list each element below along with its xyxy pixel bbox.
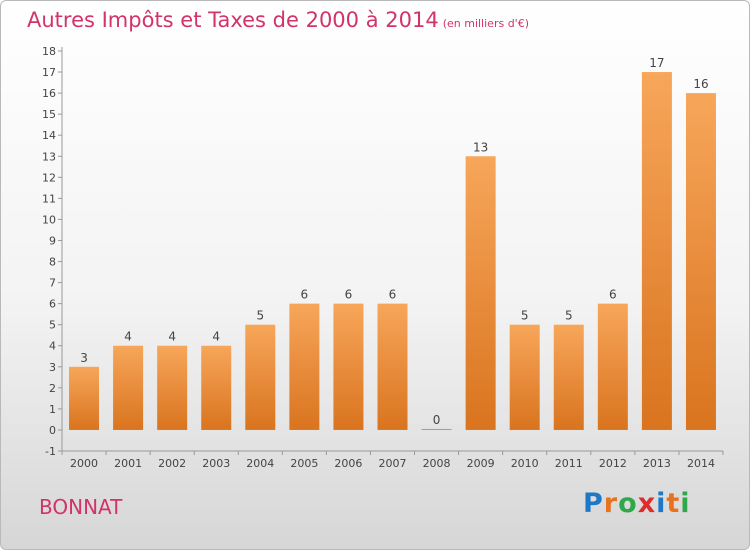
bar-2013 <box>641 72 672 430</box>
x-tick-label-2000: 2000 <box>70 457 98 470</box>
y-tick-label: 0 <box>49 424 56 437</box>
value-label-2002: 4 <box>168 330 176 344</box>
logo-letter: P <box>583 488 604 519</box>
y-tick-label: 13 <box>42 150 56 163</box>
x-tick-label-2009: 2009 <box>467 457 495 470</box>
y-tick-label: 17 <box>42 66 56 79</box>
y-tick-label: 11 <box>42 192 56 205</box>
bar-2005 <box>289 303 320 430</box>
y-tick-label: 6 <box>49 298 56 311</box>
x-tick-label-2003: 2003 <box>202 457 230 470</box>
x-tick-label-2010: 2010 <box>511 457 539 470</box>
unit-label: (en milliers d'€) <box>442 17 529 30</box>
value-label-2006: 6 <box>345 288 353 302</box>
x-tick-label-2011: 2011 <box>555 457 583 470</box>
y-tick-label: 12 <box>42 171 56 184</box>
bar-2004 <box>245 324 276 430</box>
y-tick-label: 15 <box>42 108 56 121</box>
value-label-2013: 17 <box>649 56 664 70</box>
value-label-2011: 5 <box>565 309 573 323</box>
value-label-2009: 13 <box>473 140 488 154</box>
bar-2007 <box>377 303 408 430</box>
y-tick-label: 16 <box>42 87 56 100</box>
y-tick-label: 18 <box>42 45 56 58</box>
value-label-2010: 5 <box>521 309 529 323</box>
value-label-2004: 5 <box>256 309 264 323</box>
y-tick-label: 9 <box>49 234 56 247</box>
logo-letter: x <box>637 488 657 519</box>
proxiti-logo: Proxiti <box>583 488 691 519</box>
chart-title: Autres Impôts et Taxes de 2000 à 2014 (en… <box>27 8 529 32</box>
x-tick-label-2007: 2007 <box>379 457 407 470</box>
y-tick-label: 3 <box>49 361 56 374</box>
x-tick-label-2014: 2014 <box>687 457 715 470</box>
bar-2003 <box>201 345 232 430</box>
value-label-2001: 4 <box>124 330 132 344</box>
y-tick-label: 5 <box>49 319 56 332</box>
x-tick-label-2013: 2013 <box>643 457 671 470</box>
y-tick-label: 14 <box>42 129 56 142</box>
logo-letter: r <box>603 488 619 519</box>
bar-2001 <box>113 345 144 430</box>
bar-2000 <box>69 366 100 430</box>
x-tick-label-2004: 2004 <box>246 457 274 470</box>
bar-2009 <box>465 156 496 430</box>
y-tick-label: 4 <box>49 340 56 353</box>
title-text: Autres Impôts et Taxes de 2000 à 2014 <box>27 8 439 32</box>
value-label-2005: 6 <box>301 288 309 302</box>
logo-letter: i <box>680 488 691 519</box>
y-tick-label: -1 <box>45 445 56 458</box>
value-label-2003: 4 <box>212 330 220 344</box>
bar-2012 <box>597 303 628 430</box>
bar-2002 <box>157 345 188 430</box>
x-tick-label-2012: 2012 <box>599 457 627 470</box>
value-label-2000: 3 <box>80 351 88 365</box>
x-tick-label-2001: 2001 <box>114 457 142 470</box>
bar-2006 <box>333 303 364 430</box>
y-tick-label: 1 <box>49 403 56 416</box>
y-tick-label: 7 <box>49 277 56 290</box>
y-tick-label: 2 <box>49 382 56 395</box>
x-tick-label-2002: 2002 <box>158 457 186 470</box>
y-tick-label: 10 <box>42 213 56 226</box>
bar-2014 <box>685 93 716 430</box>
y-tick-label: 8 <box>49 256 56 269</box>
x-tick-label-2006: 2006 <box>334 457 362 470</box>
logo-letter: t <box>666 488 681 519</box>
bar-2011 <box>553 324 584 430</box>
bar-2008 <box>421 428 452 430</box>
x-tick-label-2008: 2008 <box>423 457 451 470</box>
value-label-2007: 6 <box>389 288 397 302</box>
value-label-2008: 0 <box>433 413 441 427</box>
bar-2010 <box>509 324 540 430</box>
value-label-2012: 6 <box>609 288 617 302</box>
x-tick-label-2005: 2005 <box>290 457 318 470</box>
logo-letter: o <box>618 488 638 519</box>
commune-name: BONNAT <box>39 495 123 519</box>
logo-letter: i <box>656 488 667 519</box>
value-label-2014: 16 <box>693 77 708 91</box>
